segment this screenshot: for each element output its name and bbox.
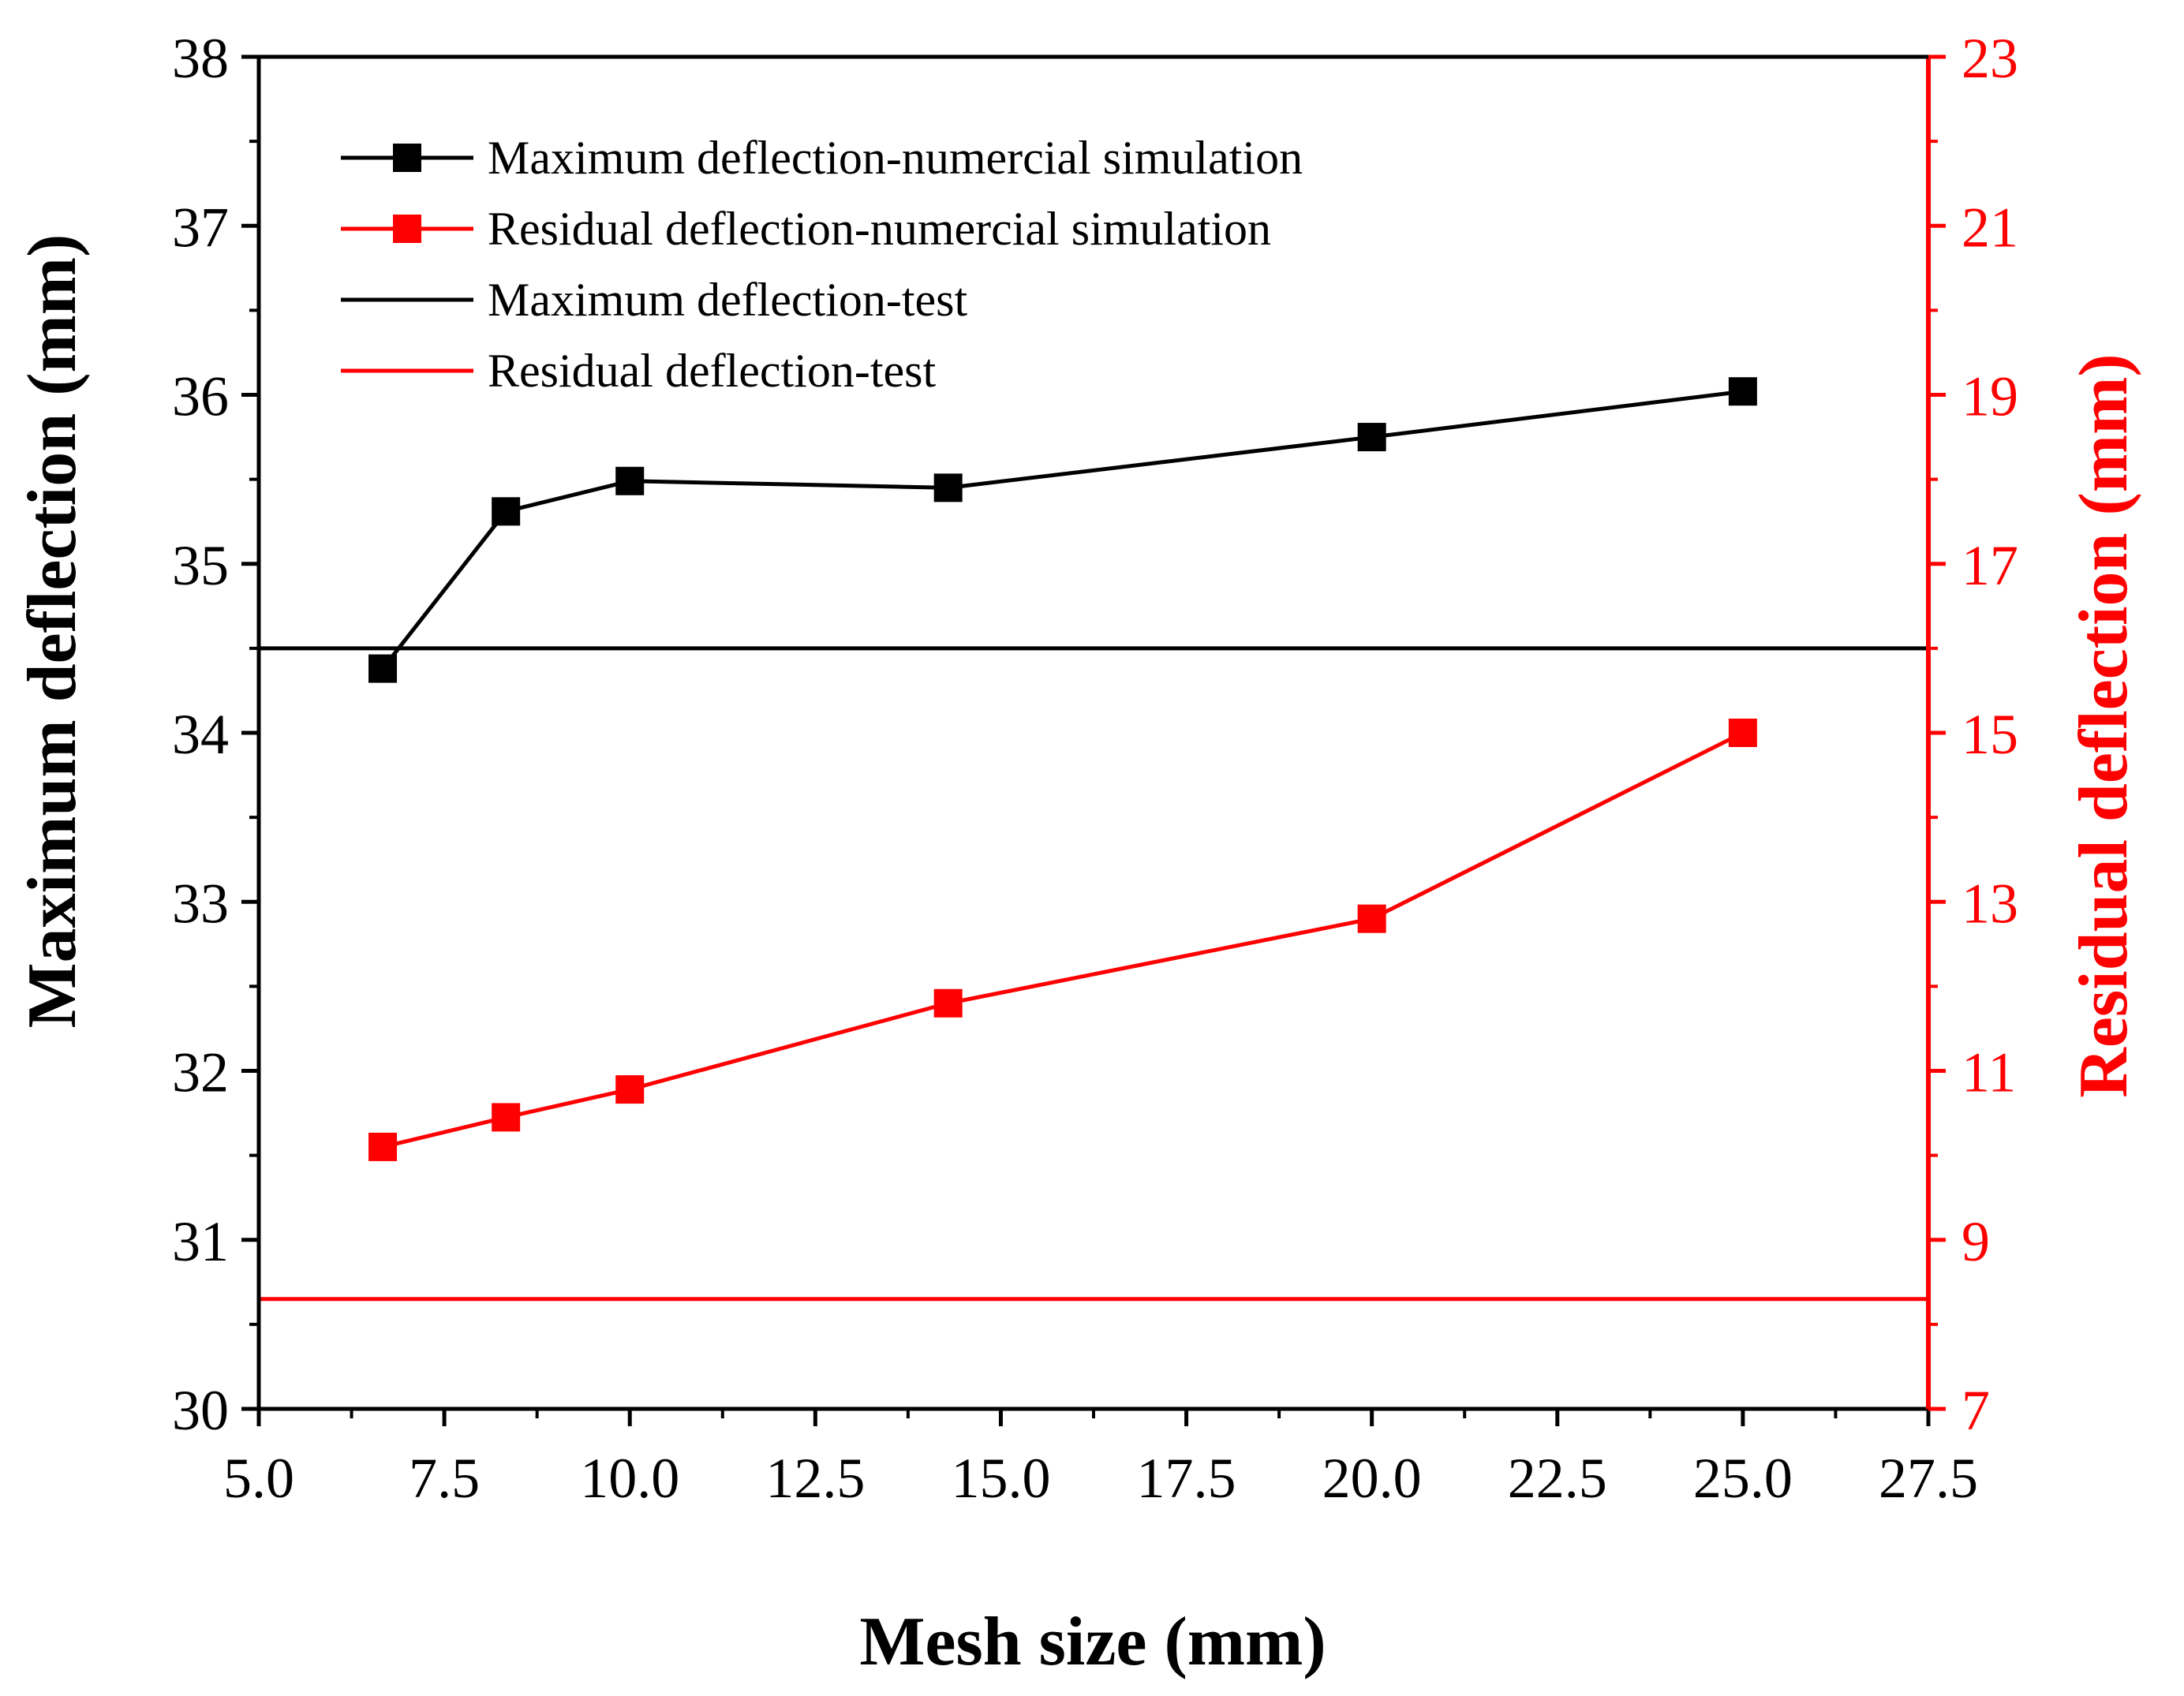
- data-point: [933, 988, 963, 1018]
- y-right-tick-label: 11: [1961, 1041, 2016, 1104]
- y-right-tick-label: 17: [1961, 534, 2018, 597]
- y-right-tick-label: 7: [1961, 1379, 1990, 1442]
- legend-label-2: Maximum deflection-test: [488, 274, 968, 326]
- legend-marker-1: [393, 215, 421, 243]
- y-left-tick-label: 38: [172, 27, 229, 90]
- x-tick-label: 12.5: [765, 1447, 865, 1510]
- y-right-tick-label: 21: [1961, 196, 2018, 259]
- x-tick-label: 7.5: [409, 1447, 480, 1510]
- data-point: [615, 1075, 645, 1104]
- y-right-tick-label: 15: [1961, 703, 2018, 766]
- y-left-tick-label: 33: [172, 872, 229, 935]
- x-tick-label: 5.0: [223, 1447, 294, 1510]
- y-left-tick-label: 31: [172, 1210, 229, 1273]
- y-right-tick-label: 9: [1961, 1210, 1990, 1273]
- y-left-tick-label: 34: [172, 703, 229, 766]
- data-point: [492, 497, 521, 526]
- y-left-tick-label: 35: [172, 534, 229, 597]
- y-left-tick-label: 36: [172, 365, 229, 428]
- y-right-tick-label: 13: [1961, 872, 2018, 935]
- data-point: [1728, 377, 1757, 406]
- data-point: [933, 473, 963, 502]
- y-right-tick-label: 23: [1961, 27, 2018, 90]
- y-axis-right-title: Residual deflection (mm): [2066, 353, 2142, 1097]
- legend-label-1: Residual deflection-numercial simulation: [488, 203, 1271, 255]
- x-tick-label: 10.0: [580, 1447, 679, 1510]
- x-tick-label: 25.0: [1693, 1447, 1793, 1510]
- plot-elements: 5.0 7.5 10.0 12.5 15.0 17.5 20.0 22.5 25.0 27.5 30…: [172, 27, 2018, 1510]
- series-line-0: [381, 389, 1744, 671]
- data-point: [368, 1132, 398, 1161]
- legend-marker-0: [393, 144, 421, 172]
- data-point: [1357, 904, 1386, 933]
- x-axis-title: Mesh size (mm): [859, 1604, 1326, 1680]
- x-tick-label: 15.0: [951, 1447, 1050, 1510]
- y-left-tick-label: 32: [172, 1041, 229, 1104]
- series-line-1: [382, 730, 1745, 1149]
- y-right-tick-label: 19: [1961, 365, 2018, 428]
- x-tick-label: 27.5: [1879, 1447, 1978, 1510]
- y-left-tick-label: 30: [172, 1379, 229, 1442]
- data-point: [368, 654, 398, 683]
- x-tick-label: 22.5: [1508, 1447, 1607, 1510]
- data-point: [492, 1103, 521, 1132]
- data-point: [1728, 719, 1757, 747]
- legend-label-0: Maximum deflection-numercial simulation: [488, 132, 1303, 184]
- data-point: [1357, 423, 1386, 452]
- y-axis-left-title: Maximum deflection (mm): [14, 234, 91, 1029]
- x-tick-label: 20.0: [1322, 1447, 1422, 1510]
- legend-label-3: Residual deflection-test: [488, 345, 936, 397]
- y-left-tick-label: 37: [172, 196, 229, 259]
- data-point: [615, 466, 645, 495]
- x-tick-label: 17.5: [1137, 1447, 1236, 1510]
